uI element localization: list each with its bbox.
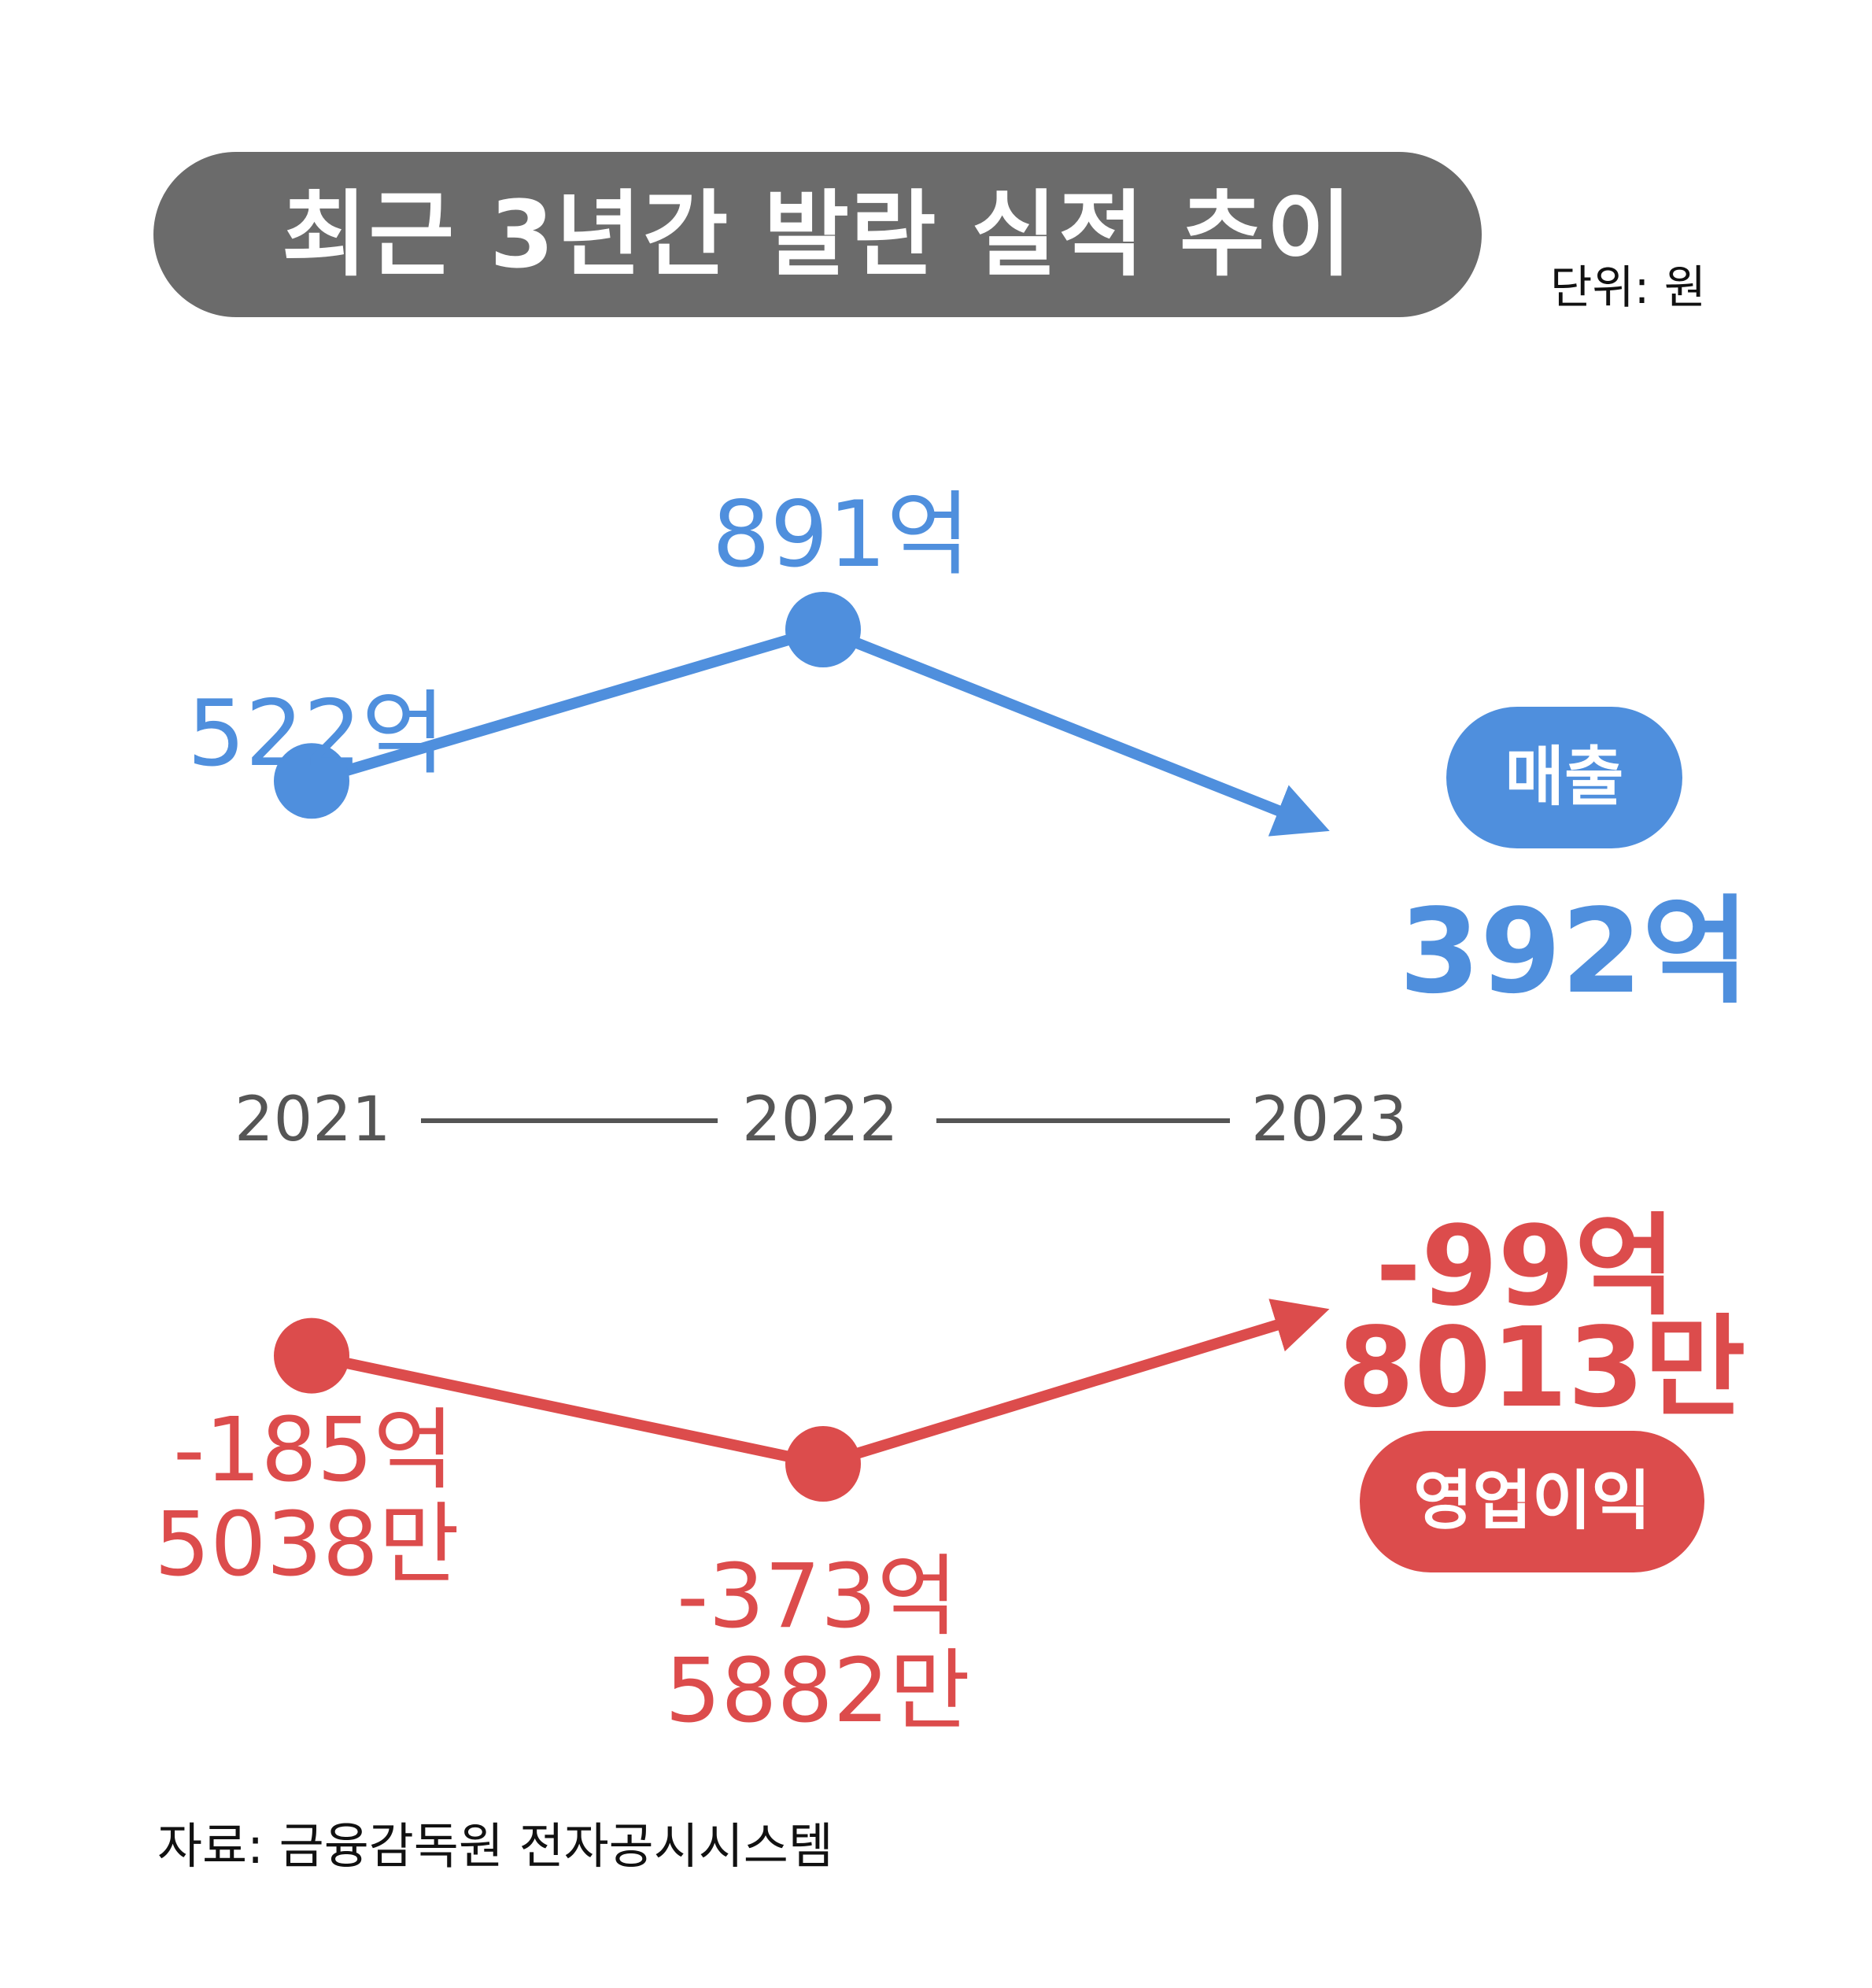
revenue-point-2022 bbox=[785, 592, 861, 667]
title-pill bbox=[153, 152, 1482, 317]
op-label-2023-line2: 8013만 bbox=[1338, 1304, 1746, 1432]
rev-label-2022: 891억 bbox=[712, 482, 971, 588]
op-label-2021-line2: 5038만 bbox=[154, 1494, 460, 1596]
source-note: 자료: 금융감독원 전자공시시스템 bbox=[157, 1817, 833, 1875]
legend-op-pill: 영업이익 bbox=[1360, 1431, 1704, 1572]
revenue-line-segment-1 bbox=[310, 624, 825, 786]
op-label-2023-line1: -99억 bbox=[1375, 1203, 1676, 1331]
year-2022: 2022 bbox=[742, 1085, 899, 1155]
legend-revenue-pill: 매출 bbox=[1446, 707, 1682, 848]
revenue-line-segment-2 bbox=[821, 624, 1330, 837]
operating-profit-point-2022 bbox=[785, 1426, 861, 1502]
rev-label-2021: 522억 bbox=[187, 681, 446, 787]
year-2023: 2023 bbox=[1251, 1085, 1408, 1155]
operating-profit-line-segment-1 bbox=[310, 1350, 825, 1469]
op-label-2022-line2: 5882만 bbox=[665, 1640, 971, 1742]
unit-label: 단위: 원 bbox=[1550, 261, 1707, 314]
operating-profit-point-2021 bbox=[274, 1317, 349, 1394]
revenue-point-2021 bbox=[274, 743, 349, 819]
op-label-2021-line1: -185억 bbox=[173, 1399, 455, 1502]
chart-title: 최근 3년간 발란 실적 추이 bbox=[281, 180, 1354, 289]
rev-label-2023: 392억 bbox=[1399, 884, 1750, 1019]
operating-profit-line-segment-2 bbox=[821, 1299, 1330, 1469]
year-2021: 2021 bbox=[234, 1085, 391, 1155]
op-label-2022-line1: -373억 bbox=[677, 1546, 958, 1648]
